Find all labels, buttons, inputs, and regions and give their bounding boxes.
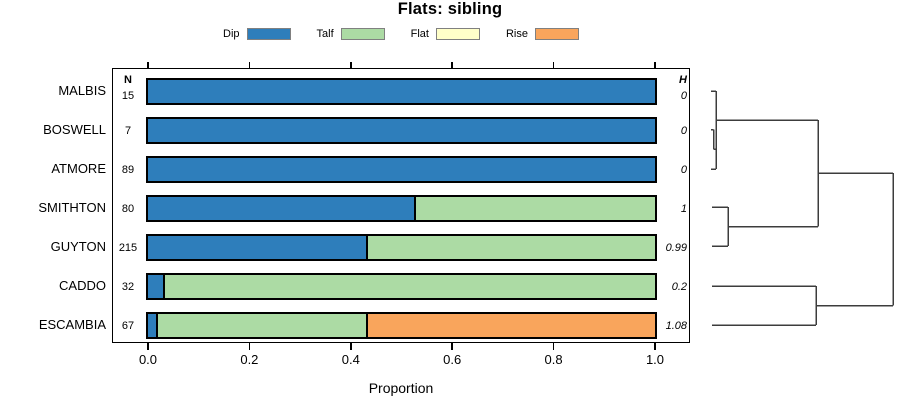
- bar-segment-dip: [148, 79, 655, 103]
- x-axis-tick-top: [350, 62, 352, 68]
- bar-segment-talf: [366, 235, 655, 259]
- n-value: 7: [124, 125, 132, 137]
- x-axis-tick-top: [451, 62, 453, 68]
- category-label: CADDO: [59, 278, 106, 293]
- bar: [146, 311, 657, 339]
- x-axis-tick: [248, 343, 251, 350]
- x-axis-tick: [451, 343, 453, 350]
- x-tick-label: 0.8: [544, 352, 563, 367]
- x-tick-label: 1.0: [645, 352, 665, 367]
- legend-label-rise: Rise: [505, 27, 528, 40]
- n-value: 215: [118, 242, 138, 254]
- x-tick-label: 0.2: [240, 352, 259, 367]
- n-value: 15: [121, 90, 135, 102]
- h-value: 0: [680, 164, 687, 176]
- bar-segment-dip: [148, 157, 655, 181]
- legend-item-flat: Flat: [410, 27, 480, 40]
- category-label: MALBIS: [58, 83, 106, 98]
- n-value: 89: [121, 164, 135, 176]
- bar: [146, 194, 657, 222]
- h-value: 0: [680, 125, 687, 137]
- legend: Dip Talf Flat Rise: [112, 25, 690, 42]
- bar: [146, 155, 657, 183]
- legend-item-dip: Dip: [223, 27, 291, 40]
- n-column-header: N: [124, 74, 132, 86]
- bar-segment-dip: [148, 235, 366, 259]
- legend-item-rise: Rise: [505, 27, 579, 40]
- x-axis-tick: [654, 343, 656, 350]
- h-value: 0.2: [671, 281, 687, 293]
- legend-label-dip: Dip: [223, 27, 240, 40]
- category-label: GUYTON: [50, 239, 106, 254]
- n-value: 80: [121, 203, 135, 215]
- bar: [146, 233, 657, 261]
- legend-item-talf: Talf: [316, 27, 385, 40]
- bar-segment-dip: [148, 274, 164, 298]
- h-column-header: H: [679, 74, 687, 86]
- x-tick-label: 0.4: [341, 352, 360, 367]
- plot-box: [112, 68, 690, 343]
- h-value: 0: [680, 90, 687, 102]
- legend-label-flat: Flat: [410, 27, 429, 40]
- category-label: SMITHTON: [38, 200, 106, 215]
- n-value: 67: [121, 320, 135, 332]
- legend-label-talf: Talf: [316, 27, 334, 40]
- category-label: BOSWELL: [43, 122, 106, 137]
- h-value: 1.08: [665, 320, 687, 332]
- x-tick-label: 0.6: [443, 352, 462, 367]
- x-axis-tick: [552, 343, 555, 350]
- legend-swatch-rise-icon: [535, 27, 579, 40]
- chart-title: Flats: sibling: [397, 0, 503, 18]
- legend-swatch-dip-icon: [246, 27, 291, 40]
- bar-segment-talf: [155, 313, 366, 337]
- bar: [146, 116, 657, 144]
- h-value: 1: [680, 203, 687, 215]
- h-value: 0.99: [665, 242, 687, 254]
- x-axis-tick-top: [147, 62, 149, 68]
- bar: [146, 77, 657, 105]
- bar-segment-talf: [414, 196, 655, 220]
- bar-segment-talf: [163, 274, 655, 298]
- x-tick-label: 0.0: [138, 352, 158, 367]
- x-axis-tick-top: [654, 62, 656, 68]
- x-axis-tick: [350, 343, 352, 350]
- category-label: ESCAMBIA: [38, 317, 106, 332]
- x-axis-label: Proportion: [368, 380, 434, 396]
- legend-swatch-talf-icon: [340, 27, 385, 40]
- x-axis-tick-top: [248, 62, 251, 68]
- bar-segment-dip: [148, 313, 156, 337]
- bar-segment-rise: [365, 313, 655, 337]
- category-label: ATMORE: [51, 161, 106, 176]
- bar: [146, 272, 657, 300]
- x-axis-tick-top: [552, 62, 555, 68]
- legend-swatch-flat-icon: [435, 27, 480, 40]
- bar-segment-dip: [148, 196, 415, 220]
- bar-segment-dip: [148, 118, 655, 142]
- x-axis-tick: [147, 343, 149, 350]
- n-value: 32: [121, 281, 135, 293]
